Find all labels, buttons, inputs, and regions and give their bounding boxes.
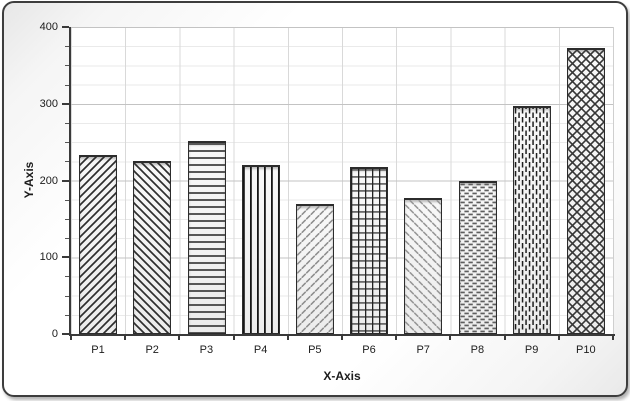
y-axis-major-tick bbox=[62, 102, 69, 105]
y-tick-label: 0 bbox=[51, 328, 58, 340]
x-axis-tick bbox=[395, 336, 398, 340]
y-axis-minor-tick bbox=[65, 218, 69, 220]
bar-P3 bbox=[187, 141, 226, 334]
y-axis-major-tick bbox=[62, 26, 69, 28]
y-axis-minor-tick bbox=[65, 122, 69, 124]
bar-P7 bbox=[404, 198, 443, 334]
x-axis-tick bbox=[232, 336, 235, 340]
y-axis-minor-tick bbox=[65, 65, 69, 67]
y-axis-minor-tick bbox=[65, 199, 69, 201]
bar-P5 bbox=[295, 204, 334, 334]
x-tick-label-P3: P3 bbox=[199, 344, 214, 356]
x-tick-label-P6: P6 bbox=[362, 344, 376, 356]
y-axis-minor-tick bbox=[65, 161, 69, 163]
diagonal-up-hatch-pattern bbox=[80, 157, 117, 333]
x-axis-tick bbox=[178, 336, 181, 340]
x-tick-label-P8: P8 bbox=[470, 344, 485, 356]
horizontal-dashes-hatch-pattern bbox=[459, 183, 496, 333]
x-tick-label-P2: P2 bbox=[145, 344, 159, 356]
y-tick-label: 100 bbox=[39, 251, 58, 264]
x-tick-label-P5: P5 bbox=[308, 344, 322, 356]
x-axis-tick bbox=[341, 336, 343, 340]
bar-P9 bbox=[512, 106, 551, 334]
horizontal-lines-hatch-pattern bbox=[188, 143, 225, 333]
x-tick-label-P7: P7 bbox=[416, 344, 430, 356]
diagonal-dash-up-hatch-pattern bbox=[296, 206, 333, 333]
x-tick-label-P1: P1 bbox=[91, 344, 105, 356]
x-axis-tick bbox=[449, 336, 452, 340]
y-axis-minor-tick bbox=[65, 276, 69, 278]
vertical-lines-hatch-pattern bbox=[242, 167, 279, 333]
x-axis-line bbox=[69, 334, 615, 336]
x-axis-tick bbox=[70, 336, 72, 340]
y-axis-minor-tick bbox=[65, 46, 69, 48]
y-tick-label: 200 bbox=[39, 174, 58, 187]
bar-P4 bbox=[241, 165, 280, 334]
bar-P6 bbox=[350, 167, 389, 334]
y-axis-minor-tick bbox=[65, 142, 69, 144]
diagonal-dash-down-hatch-pattern bbox=[405, 200, 442, 333]
x-axis-tick bbox=[286, 336, 289, 340]
y-axis-minor-tick bbox=[65, 314, 69, 316]
x-axis-tick bbox=[124, 336, 127, 340]
crosshatch-hatch-pattern bbox=[567, 50, 604, 333]
y-tick-label: 400 bbox=[39, 21, 58, 33]
bar-P10 bbox=[566, 48, 605, 334]
x-tick-label-P9: P9 bbox=[524, 344, 539, 356]
x-tick-label-P10: P10 bbox=[576, 344, 596, 356]
bar-P2 bbox=[133, 161, 172, 334]
y-axis-major-tick bbox=[62, 256, 69, 259]
x-axis-tick bbox=[503, 336, 506, 340]
bar-P1 bbox=[79, 155, 118, 334]
grid-hatch-pattern bbox=[351, 169, 388, 333]
y-axis-minor-tick bbox=[65, 84, 69, 86]
x-axis-title: X-Axis bbox=[323, 369, 361, 383]
y-axis-minor-tick bbox=[65, 295, 69, 297]
x-tick-label-P4: P4 bbox=[253, 344, 268, 356]
vertical-dashes-hatch-pattern bbox=[513, 108, 550, 333]
y-axis-major-tick bbox=[62, 333, 69, 335]
diagonal-down-hatch-pattern bbox=[134, 163, 171, 333]
y-tick-label: 300 bbox=[39, 97, 58, 110]
bar-P8 bbox=[458, 181, 497, 334]
y-axis-line bbox=[69, 27, 71, 336]
y-axis-major-tick bbox=[62, 179, 69, 182]
x-axis-tick bbox=[612, 336, 614, 340]
x-axis-tick bbox=[557, 336, 560, 340]
y-axis-minor-tick bbox=[65, 238, 69, 240]
